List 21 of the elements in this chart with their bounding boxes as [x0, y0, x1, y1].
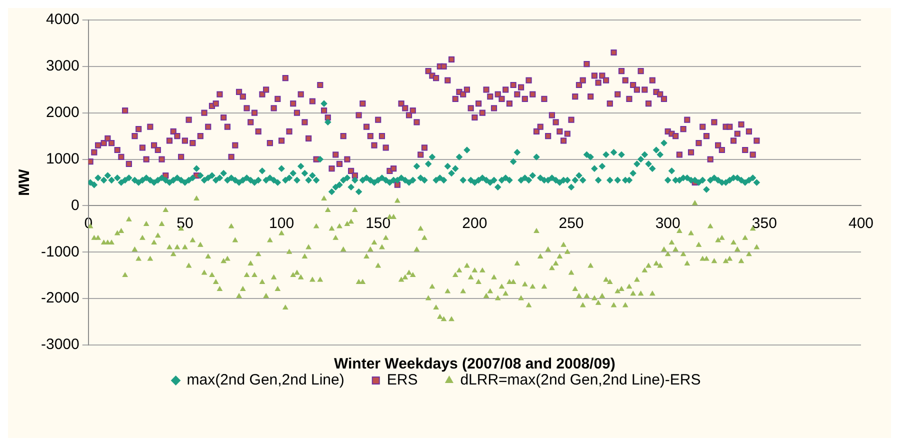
x-tick-label: 350	[752, 214, 777, 232]
y-tick-label: -3000	[40, 336, 80, 354]
y-tick-label: 3000	[46, 58, 80, 75]
x-tick-label: 250	[558, 214, 584, 232]
x-tick-label: 100	[269, 214, 294, 232]
x-tick-label: 200	[462, 214, 488, 232]
y-axis-title: MW	[16, 168, 34, 196]
y-tick-label: 4000	[46, 11, 80, 28]
legend-label: max(2nd Gen,2nd Line)	[186, 372, 344, 389]
y-tick-label: -1000	[40, 243, 80, 260]
x-tick-label: 50	[176, 214, 194, 232]
y-tick-label: 0	[71, 196, 80, 214]
y-tick-label: 2000	[46, 104, 80, 121]
x-axis-title: Winter Weekdays (2007/08 and 2008/09)	[334, 356, 616, 373]
legend-label: ERS	[386, 372, 418, 389]
legend-label: dLRR=max(2nd Gen,2nd Line)-ERS	[460, 372, 701, 389]
x-tick-label: 400	[848, 214, 874, 232]
x-tick-label: 300	[655, 214, 680, 232]
y-tick-label: 1000	[46, 150, 80, 168]
y-tick-label: -2000	[40, 290, 80, 307]
x-tick-label: 150	[366, 214, 391, 232]
